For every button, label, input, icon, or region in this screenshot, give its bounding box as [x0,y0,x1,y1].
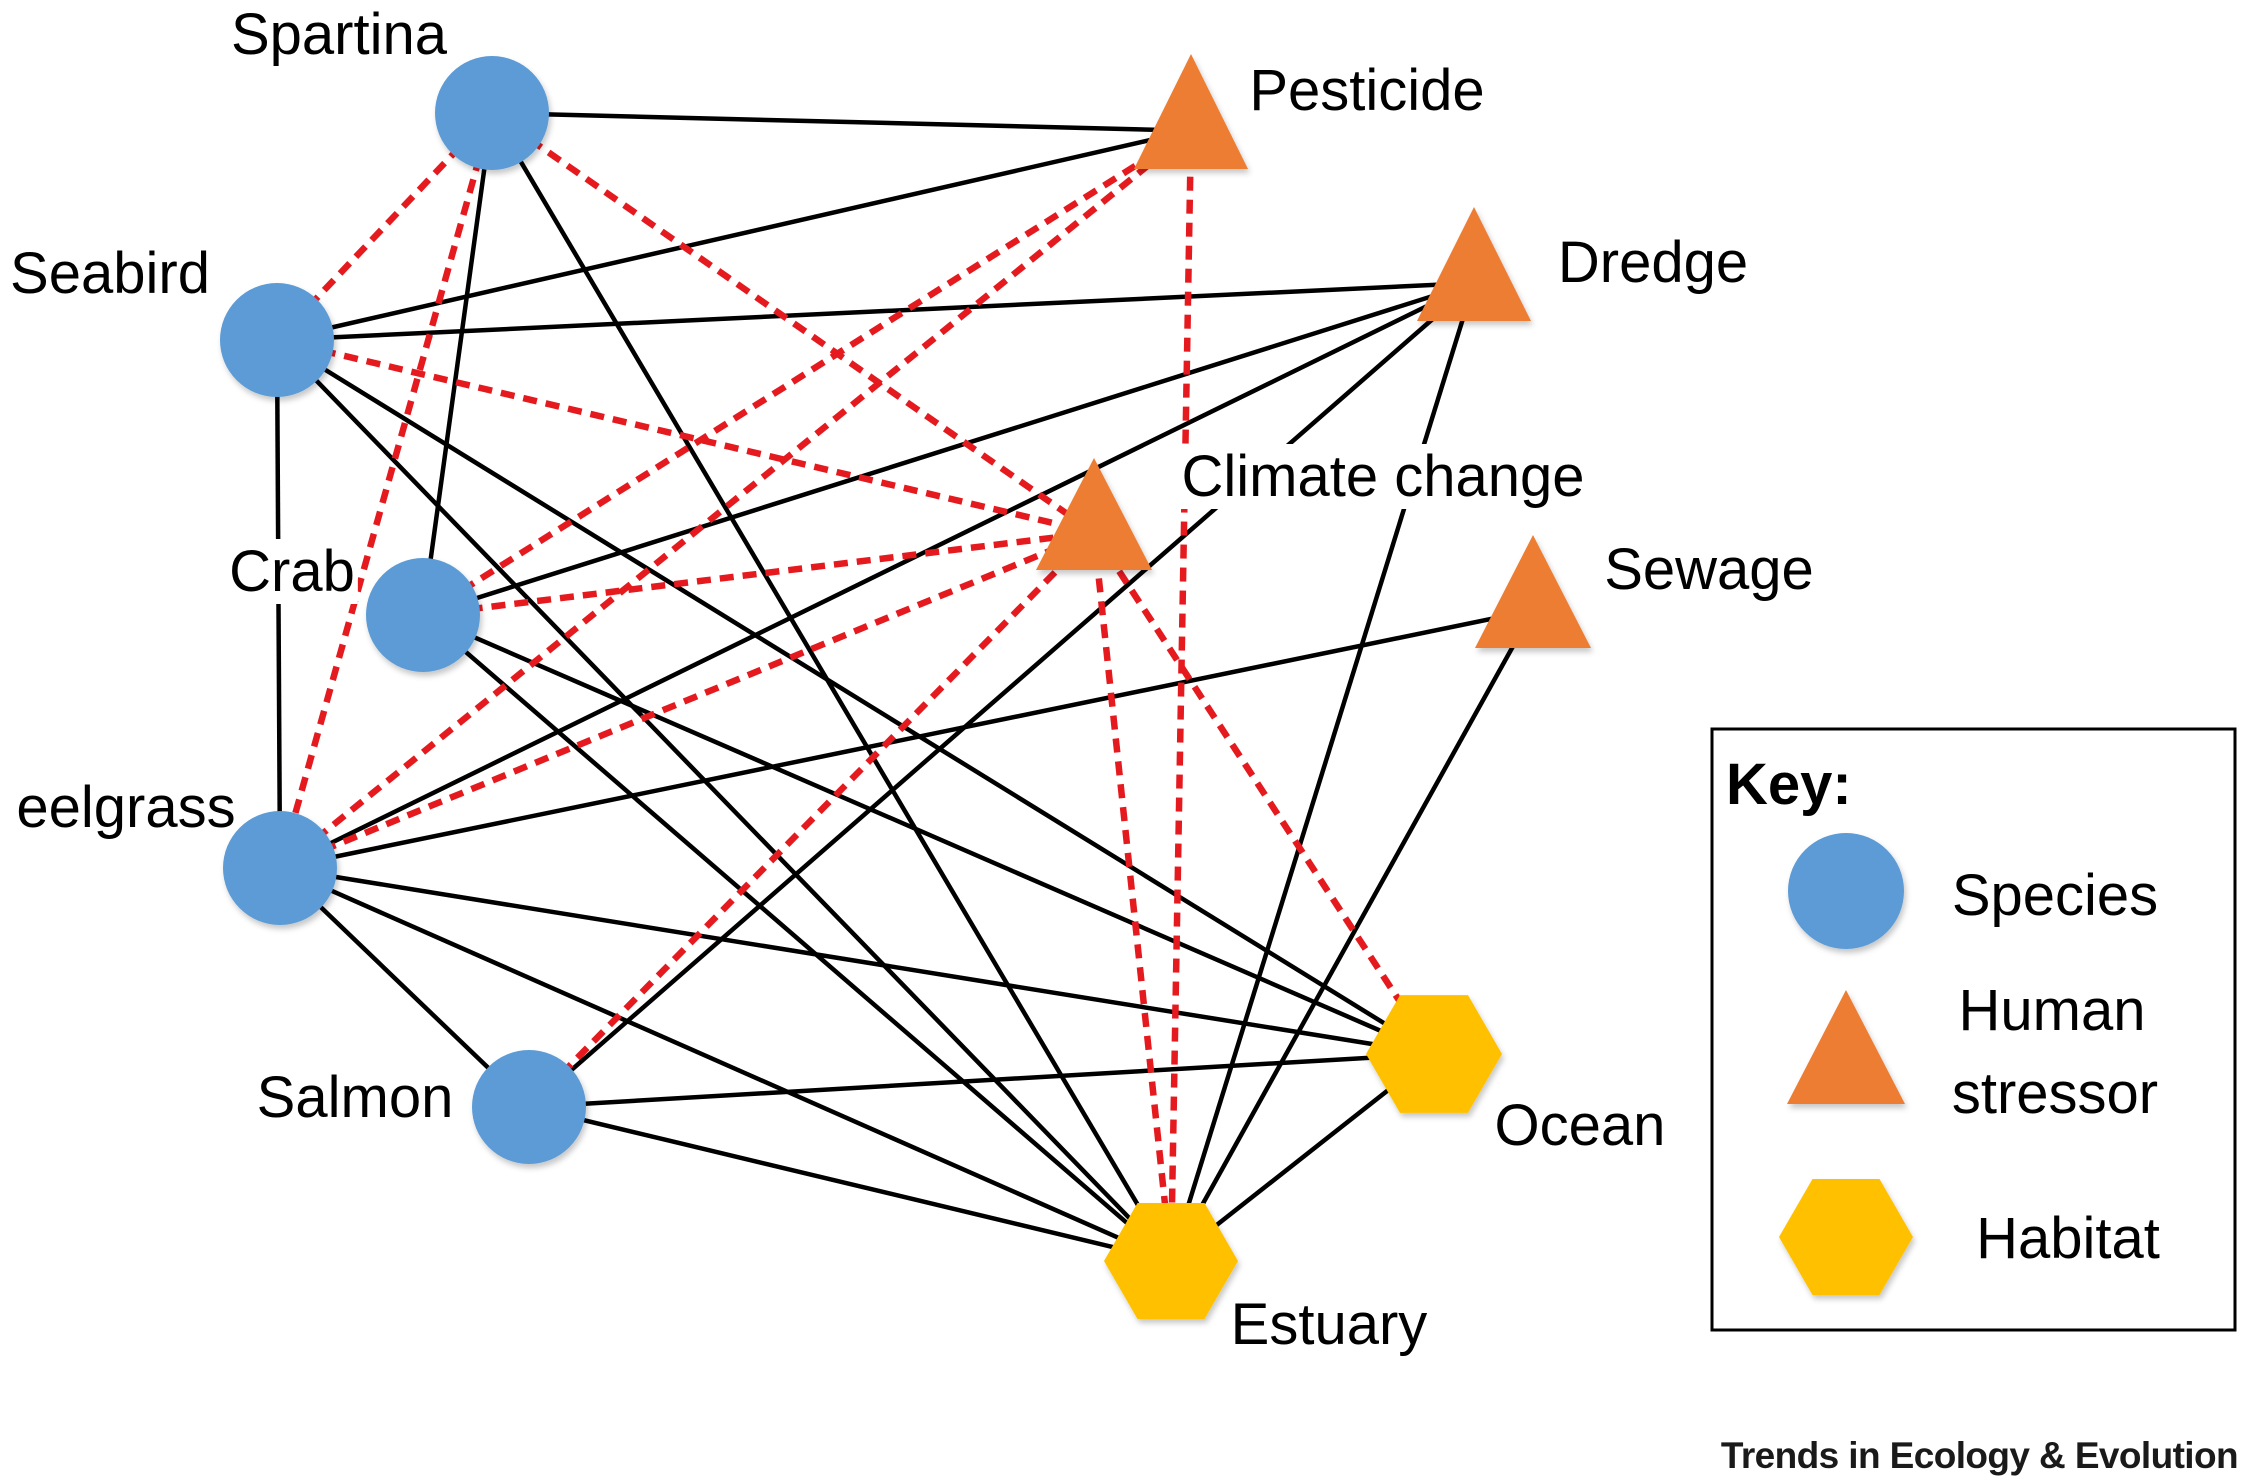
edge-salmon-to-dredge [527,281,1476,1109]
node-estuary [1104,1203,1238,1319]
node-label-climate-change: Climate change [1182,444,1585,509]
edge-eelgrass-to-sewage [279,608,1534,871]
node-seabird [220,283,334,397]
edge-pesticide-to-estuary [1167,130,1195,1262]
legend-human-stressor-label-line-1: Human [1959,978,2146,1043]
legend-habitat-hexagon-icon [1779,1179,1913,1295]
node-sewage [1475,535,1591,648]
edge-crab-to-estuary [421,613,1173,1263]
node-label-background [7,241,213,306]
edge-crab-to-ocean [422,612,1435,1057]
edge-seabird-to-climate-change [276,336,1095,536]
edge-sewage-to-estuary [1169,609,1535,1263]
node-label-background [253,1065,457,1130]
legend-title: Key: [1726,752,1852,817]
edge-eelgrass-to-ocean [279,865,1435,1057]
node-label-background [227,2,451,67]
node-label-pesticide: Pesticide [1249,58,1484,123]
edge-seabird-to-dredge [276,280,1475,343]
edge-eelgrass-to-estuary [279,865,1172,1264]
node-climate-change [1036,458,1152,570]
node-label-background [1491,1093,1669,1158]
node-label-crab: Crab [229,539,355,604]
node-label-background [1601,537,1817,602]
node-label-layer: Spartina Seabird Crab eelgrass Salmon Pestici… [10,2,1814,1357]
legend-habitat-label: Habitat [1976,1206,2160,1271]
node-label-seabird: Seabird [10,241,210,306]
edge-climate-change-to-estuary [1090,532,1175,1262]
node-label-spartina: Spartina [231,2,448,67]
edge-crab-to-dredge [422,280,1475,618]
edge-spartina-to-eelgrass [276,112,496,869]
node-label-background [1178,444,1588,509]
edge-climate-change-to-ocean [1091,530,1437,1056]
node-label-eelgrass: eelgrass [16,775,235,840]
edge-spartina-to-crab [420,112,495,616]
node-eelgrass [223,811,337,925]
edge-salmon-to-estuary [528,1104,1172,1264]
node-crab [366,558,480,672]
node-label-sewage: Sewage [1604,537,1814,602]
legend-species-label: Species [1952,863,2158,928]
legend: Key: Species Human stressor Habitat [1710,727,2237,1332]
node-label-background [1246,58,1488,123]
legend-human-stressor-triangle-icon [1787,990,1905,1104]
edge-spartina-to-pesticide [491,110,1192,133]
node-label-background [1554,230,1752,295]
node-label-dredge: Dredge [1558,230,1748,295]
legend-human-stressor-label-line-2: stressor [1952,1061,2158,1126]
node-label-background-layer [7,2,1817,1357]
edge-eelgrass-to-dredge [279,280,1475,871]
node-ocean [1366,995,1502,1113]
node-label-salmon: Salmon [257,1065,454,1130]
edge-spartina-to-estuary [490,111,1173,1263]
node-label-ocean: Ocean [1495,1093,1666,1158]
edge-dredge-to-estuary [1168,282,1477,1262]
edge-layer [274,110,1535,1264]
node-dredge [1417,207,1531,321]
edge-eelgrass-to-climate-change [278,529,1096,872]
edge-seabird-to-ocean [275,338,1436,1056]
node-spartina [435,56,549,170]
edge-eelgrass-to-salmon [278,866,531,1109]
legend-species-circle-icon [1788,833,1904,949]
node-label-estuary: Estuary [1231,1292,1428,1357]
node-layer [220,54,1591,1319]
edge-crab-to-climate-change [422,529,1095,619]
node-label-background [226,539,358,604]
edge-seabird-to-estuary [275,338,1173,1263]
edge-eelgrass-to-pesticide [277,128,1194,871]
edge-salmon-to-climate-change [526,530,1097,1110]
edge-crab-to-pesticide [421,127,1193,618]
node-label-background [1227,1292,1431,1357]
node-label-background [13,775,239,840]
publisher-credit: Trends in Ecology & Evolution [1721,1435,2238,1476]
edge-spartina-to-climate-change [490,110,1096,536]
edge-seabird-to-pesticide [276,128,1192,343]
node-salmon [472,1050,586,1164]
node-pesticide [1134,54,1248,169]
